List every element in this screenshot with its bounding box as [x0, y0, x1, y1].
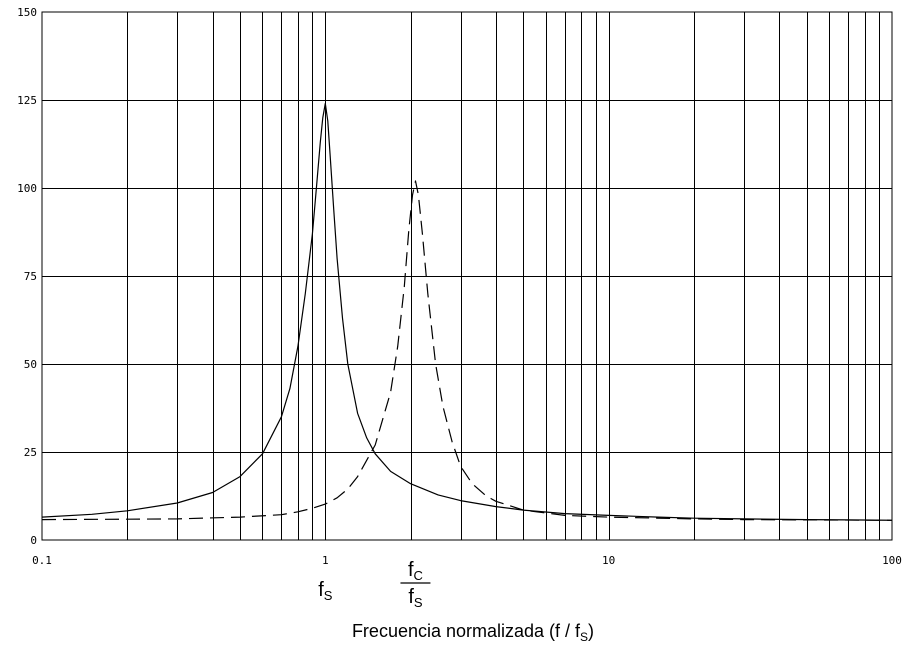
x-axis-label-sub: S: [580, 630, 588, 644]
y-tick-label: 150: [17, 6, 37, 19]
plot-frame: [41, 11, 893, 541]
annotation-fs-denominator: fS: [408, 586, 423, 610]
x-axis-label: Frecuencia normalizada (f / fS): [352, 621, 594, 644]
y-tick-label: 25: [24, 446, 37, 459]
y-tick-label: 50: [24, 358, 37, 371]
x-tick-label: 10: [602, 554, 615, 567]
series-group: [41, 102, 893, 521]
y-tick-label: 0: [30, 534, 37, 547]
grid: [42, 12, 892, 540]
annotation-fs: fS: [318, 579, 333, 603]
series-line-dashed: [41, 180, 893, 521]
series-line-solid: [41, 102, 893, 521]
y-tick-label: 100: [17, 182, 37, 195]
annotation-fc: fC: [408, 559, 423, 583]
x-tick-label: 0.1: [32, 554, 52, 567]
x-tick-label: 1: [322, 554, 329, 567]
y-tick-labels: 0 25 50 75 100 125 150: [17, 6, 37, 547]
y-tick-label: 125: [17, 94, 37, 107]
y-tick-label: 75: [24, 270, 37, 283]
annotations: fS fC fS: [318, 559, 431, 610]
x-axis-label-main: Frecuencia normalizada (f / f: [352, 621, 581, 641]
x-tick-labels: 0.1 1 10 100: [32, 554, 902, 567]
x-axis-label-close: ): [588, 621, 594, 641]
x-tick-label: 100: [882, 554, 902, 567]
